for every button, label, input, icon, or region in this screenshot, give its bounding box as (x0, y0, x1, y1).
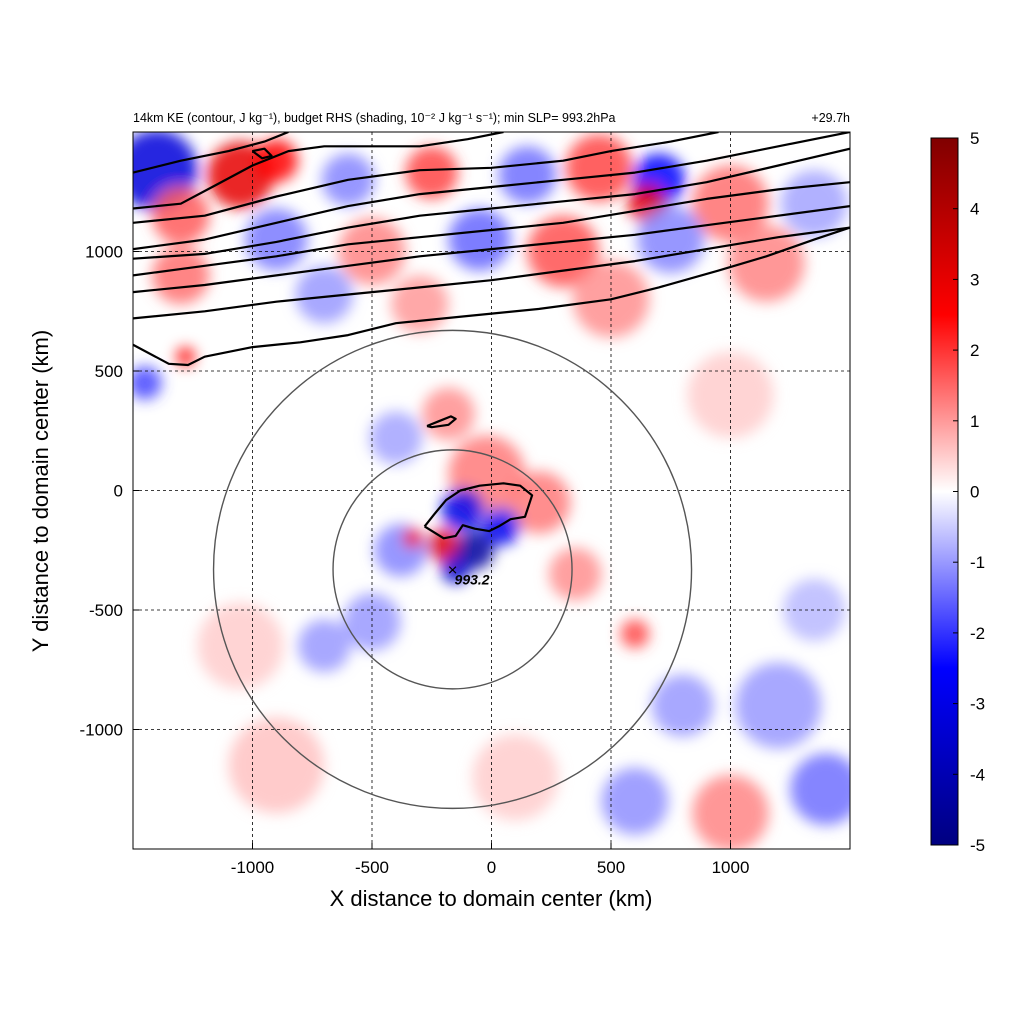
storm-center-x: × (448, 560, 458, 579)
shading-blob (527, 215, 600, 288)
colorbar-tick-label: 1 (970, 412, 979, 431)
shading-blob (472, 734, 559, 821)
ke-contour-line (133, 132, 719, 224)
colorbar-tick-label: 0 (970, 483, 979, 502)
x-tick-label: -500 (355, 858, 389, 877)
shading-blob (403, 528, 423, 548)
shading-blob (790, 753, 850, 826)
shading-blob (780, 170, 848, 238)
shading-blob (601, 767, 669, 835)
shading-blob (295, 265, 353, 324)
shading-blob (152, 186, 210, 245)
shading-blob (338, 218, 406, 285)
colorbar-tick-label: -5 (970, 836, 985, 855)
shading-blob (728, 225, 805, 302)
y-tick-label: -500 (89, 601, 123, 620)
ke-contour-line (133, 147, 850, 260)
ke-contour-line (133, 181, 850, 277)
colorbar-tick-label: 3 (970, 270, 979, 289)
shading-blob (228, 717, 325, 814)
colorbar-tick-label: 4 (970, 200, 979, 219)
colorbar-tick-label: 5 (970, 129, 979, 148)
shading-blob (620, 619, 650, 649)
ke-contour-line (133, 132, 289, 174)
shading-blob (637, 206, 705, 274)
range-rings (212, 329, 693, 810)
ke-contour-line (133, 205, 850, 294)
shading-blob (687, 351, 774, 438)
storm-center-marker: × 993.2 (448, 560, 490, 587)
shading-blob (692, 165, 769, 242)
shading-blob (405, 146, 459, 199)
chart-time-label: +29.7h (811, 111, 850, 125)
shading-blob (245, 208, 308, 271)
shading-blob (176, 347, 196, 367)
ke-contours (133, 132, 850, 540)
shading-blob (448, 208, 511, 271)
y-tick-label: 1000 (85, 243, 123, 262)
shading-blob (565, 134, 633, 202)
x-tick-label: -1000 (231, 858, 274, 877)
y-tick-label: 0 (114, 482, 123, 501)
plot-area: × 993.2 (133, 132, 850, 849)
ke-contour-line (133, 226, 850, 367)
shading-blob (783, 578, 846, 642)
shading-blob (422, 387, 475, 441)
x-tick-label: 500 (597, 858, 625, 877)
colorbar-ticks: 5 4 3 2 1 0 -1 -2 -3 -4 -5 (953, 129, 985, 855)
ke-contour-line (423, 482, 534, 540)
shading-blob (651, 674, 714, 737)
min-slp-label: 993.2 (455, 571, 490, 587)
shading-blob (254, 139, 298, 183)
shading-blob (441, 555, 470, 584)
ke-contour-line (133, 226, 850, 320)
x-axis-label: X distance to domain center (km) (330, 886, 653, 911)
colorbar-tick-label: -4 (970, 765, 985, 784)
shading-blob (297, 619, 351, 673)
colorbar-tick-label: -2 (970, 624, 985, 643)
x-axis-ticks: -1000 -500 0 500 1000 (231, 843, 750, 877)
ke-contour-line (251, 147, 273, 160)
shading-blob (498, 146, 557, 204)
chart-title: 14km KE (contour, J kg⁻¹), budget RHS (s… (133, 111, 616, 125)
y-tick-label: 500 (95, 362, 123, 381)
ke-contour-line (133, 132, 504, 210)
shading-blob (548, 547, 602, 601)
ke-contour-line (133, 132, 850, 251)
shading-blob (391, 275, 449, 333)
y-axis-ticks: -1000 -500 0 500 1000 (80, 243, 139, 740)
shading-blob (197, 602, 284, 689)
colorbar-tick-label: -3 (970, 695, 985, 714)
x-tick-label: 1000 (712, 858, 750, 877)
ke-contour-line (426, 415, 457, 429)
shading-blob (735, 662, 822, 749)
shading-blob (369, 411, 423, 465)
colorbar-tick-label: 2 (970, 341, 979, 360)
x-tick-label: 0 (487, 858, 496, 877)
shading-blob (133, 366, 162, 400)
y-axis-label: Y distance to domain center (km) (28, 330, 53, 652)
shading-blob (343, 593, 401, 651)
range-ring (212, 329, 693, 810)
y-tick-label: -1000 (80, 721, 123, 740)
range-ring (332, 449, 573, 690)
colorbar-tick-label: -1 (970, 553, 985, 572)
shading-blob (441, 488, 485, 532)
